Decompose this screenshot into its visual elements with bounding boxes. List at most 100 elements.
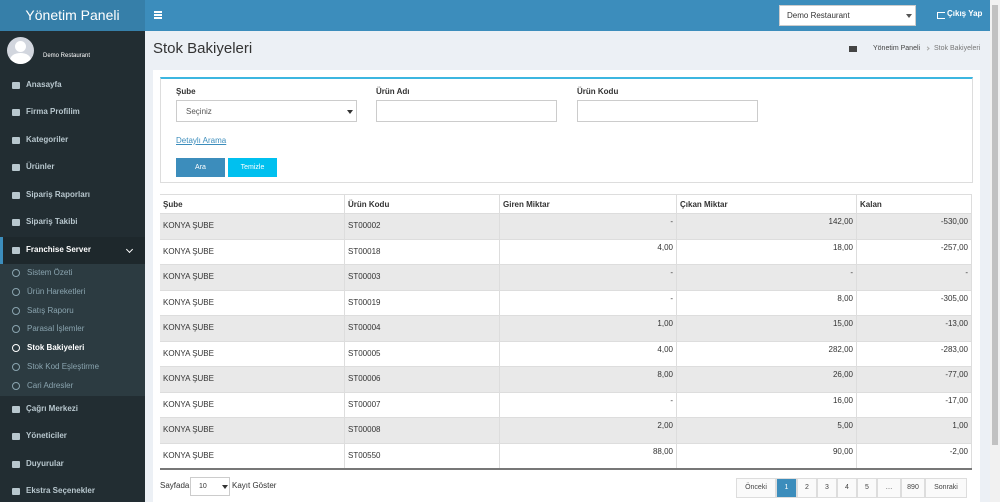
table-cell: 15,00 (677, 315, 857, 341)
menu-icon (12, 246, 20, 254)
submenu-label: Stok Kod Eşleştirme (27, 362, 100, 371)
table-cell: 88,00 (500, 442, 677, 468)
table-cell: KONYA ŞUBE (160, 264, 345, 290)
filter-input[interactable] (577, 100, 758, 122)
button[interactable]: Ara (176, 158, 225, 177)
menu-item[interactable]: Kategoriler (0, 127, 145, 154)
menu-icon (12, 81, 20, 89)
submenu-item[interactable]: Stok Bakiyeleri (0, 339, 145, 357)
submenu-circle (12, 344, 20, 353)
menu-item[interactable]: Ekstra Seçenekler (0, 478, 145, 502)
submenu-item[interactable]: Sistem Özeti (0, 264, 145, 282)
table-cell: -257,00 (857, 238, 972, 264)
page-title: Stok Bakiyeleri (153, 40, 253, 57)
avatar (7, 37, 34, 64)
branch-select[interactable]: Seçiniz (176, 100, 357, 122)
menu-icon (12, 109, 20, 116)
per-page-select[interactable]: 10 (190, 477, 230, 496)
page-button[interactable]: … (877, 478, 901, 498)
table-row (160, 264, 972, 290)
page-button[interactable]: 1 (776, 478, 797, 498)
table-cell: ST00019 (345, 289, 500, 315)
page-button[interactable]: 4 (837, 478, 857, 498)
menu-item[interactable]: Franchise Server (0, 236, 145, 264)
column-header: Şube (160, 195, 345, 213)
menu-icon (12, 405, 20, 413)
breadcrumb-sep (925, 46, 930, 51)
menu-item[interactable]: Sipariş Takibi (0, 209, 145, 236)
menu-icon (12, 460, 20, 468)
select-text: Seçiniz (186, 107, 212, 116)
menu-label: Franchise Server (26, 244, 91, 254)
table-cell: - (500, 289, 677, 315)
submenu-item[interactable]: Cari Adresler (0, 377, 145, 395)
menu-item[interactable]: Çağrı Merkezi (0, 396, 145, 423)
column-header: Giren Miktar (500, 195, 677, 213)
avatar-body (10, 53, 31, 64)
submenu-item[interactable]: Satış Raporu (0, 302, 145, 320)
menu-item[interactable]: Ürünler (0, 154, 145, 181)
menu-label: Sipariş Takibi (26, 217, 78, 226)
table-cell: KONYA ŞUBE (160, 417, 345, 443)
button[interactable]: Temizle (228, 158, 277, 177)
page-button[interactable]: Önceki (736, 478, 776, 498)
page-button[interactable]: Sonraki (925, 478, 967, 498)
logout[interactable]: Çıkış Yap (947, 9, 983, 18)
menu-icon (12, 488, 20, 495)
column-header: Çıkan Miktar (677, 195, 857, 213)
submenu-label: Parasal İşlemler (27, 324, 85, 334)
hamburger-bar (154, 14, 162, 16)
breadcrumb-item[interactable]: Yönetim Paneli (873, 45, 921, 52)
scrollbar (990, 0, 1000, 502)
page-button[interactable]: 890 (901, 478, 925, 498)
menu-label: Ürünler (26, 162, 55, 171)
table-cell: 1,00 (857, 417, 972, 443)
menu-item[interactable]: Yöneticiler (0, 423, 145, 450)
chevron (125, 245, 134, 253)
menu-icon (12, 136, 20, 144)
table-cell: - (500, 264, 677, 290)
submenu-item[interactable]: Parasal İşlemler (0, 320, 145, 338)
table-cell: -77,00 (857, 366, 972, 392)
submenu-label: Stok Bakiyeleri (27, 343, 85, 353)
submenu-circle (12, 363, 20, 371)
table-cell: 4,00 (500, 340, 677, 366)
menu-icon (12, 191, 20, 199)
table-cell: - (857, 264, 972, 290)
breadcrumb-item: Stok Bakiyeleri (934, 45, 981, 52)
table-cell: 1,00 (500, 315, 677, 341)
hamburger[interactable] (154, 11, 162, 19)
avatar-head (15, 41, 26, 52)
page-button[interactable]: 3 (817, 478, 837, 498)
submenu-circle (12, 287, 20, 296)
table-cell: KONYA ŞUBE (160, 391, 345, 417)
table-cell: -13,00 (857, 315, 972, 341)
breadcrumb-icon (849, 46, 857, 52)
menu-item[interactable]: Firma Profilim (0, 99, 145, 126)
table-cell: - (500, 213, 677, 239)
menu-item[interactable]: Duyurular (0, 451, 145, 478)
table-row (160, 340, 972, 366)
table-cell: 90,00 (677, 442, 857, 468)
submenu-item[interactable]: Stok Kod Eşleştirme (0, 358, 145, 376)
table-cell: 4,00 (500, 238, 677, 264)
menu-label: Duyurular (26, 458, 64, 468)
table-cell: - (500, 391, 677, 417)
submenu-item[interactable]: Ürün Hareketleri (0, 283, 145, 301)
submenu-circle (12, 381, 20, 390)
menu-item[interactable]: Anasayfa (0, 72, 145, 99)
menu-label: Firma Profilim (26, 107, 80, 116)
logo: Yönetim Paneli (25, 7, 120, 23)
page-button[interactable]: 5 (857, 478, 877, 498)
table-cell: KONYA ŞUBE (160, 366, 345, 392)
detail-link[interactable]: Detaylı Arama (176, 136, 227, 145)
submenu-circle (12, 325, 20, 334)
menu-item[interactable]: Sipariş Raporları (0, 182, 145, 209)
restaurant-select[interactable]: Demo Restaurant (779, 5, 916, 26)
scroll-thumb (992, 5, 998, 445)
filter-input[interactable] (376, 100, 557, 122)
submenu-label: Cari Adresler (27, 380, 74, 390)
table-cell: 18,00 (677, 238, 857, 264)
page-button[interactable]: 2 (797, 478, 817, 498)
per-page-label: Sayfada (160, 481, 190, 490)
